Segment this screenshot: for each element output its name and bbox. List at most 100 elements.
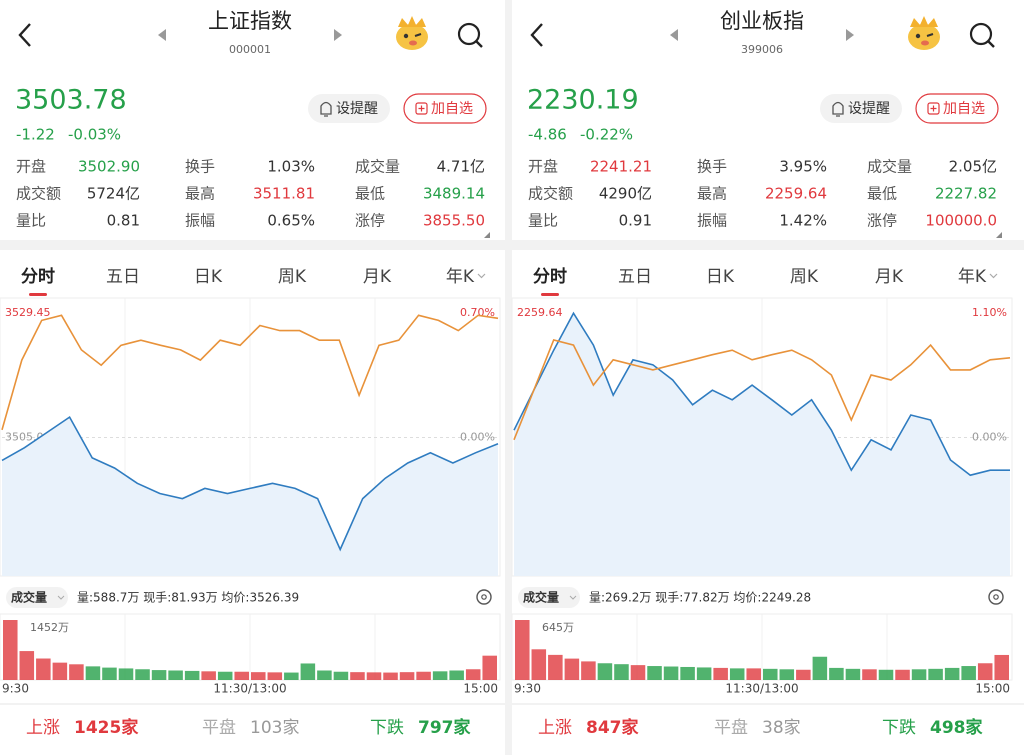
mascot-icon[interactable] <box>396 16 428 50</box>
chart-tab[interactable]: 分时 <box>21 267 55 287</box>
volume-bar <box>19 651 35 680</box>
price-change-pct: -0.22% <box>580 126 633 144</box>
volume-bar <box>284 672 299 680</box>
chart-tab[interactable]: 周K <box>790 267 819 287</box>
chart-tab[interactable]: 年K <box>446 267 475 287</box>
back-button[interactable] <box>530 23 543 47</box>
settings-icon[interactable] <box>988 589 1004 605</box>
settings-dot <box>481 594 487 600</box>
next-arrow[interactable] <box>846 29 854 41</box>
stat-label: 振幅 <box>185 212 215 230</box>
price-change-pct: -0.03% <box>68 126 121 144</box>
stat-label: 最低 <box>867 185 897 203</box>
volume-bar <box>3 620 18 680</box>
reminder-button[interactable] <box>308 94 390 123</box>
stat-label: 振幅 <box>697 212 727 230</box>
stat-value: 3489.14 <box>423 185 485 203</box>
breadth-value: 38家 <box>762 718 801 738</box>
chart-tab[interactable]: 年K <box>958 267 987 287</box>
volume-bar <box>251 672 266 680</box>
watchlist-button[interactable] <box>403 93 487 124</box>
volume-bar <box>184 670 200 680</box>
mascot-crown <box>910 16 938 27</box>
volume-bar <box>796 669 811 680</box>
chart-tab[interactable]: 分时 <box>533 267 567 287</box>
stat-label: 涨停 <box>867 212 897 230</box>
volume-info: 量:588.7万 现手:81.93万 均价:3526.39 <box>77 591 299 605</box>
volume-bar <box>977 663 993 680</box>
breadth-label: 平盘 <box>714 718 748 738</box>
stat-value: 1.42% <box>779 212 827 230</box>
stat-value: 0.91 <box>619 212 652 230</box>
volume-bar <box>994 654 1009 680</box>
mascot-icon[interactable] <box>908 16 940 50</box>
stat-value: 0.81 <box>107 212 140 230</box>
watchlist-button[interactable] <box>915 93 999 124</box>
volume-bar <box>333 671 349 680</box>
chart-tab[interactable]: 日K <box>194 267 223 287</box>
reminder-label: 设提醒 <box>336 101 378 117</box>
volume-bar <box>829 667 844 680</box>
breadth-label: 下跌 <box>370 718 404 738</box>
chart-tab[interactable]: 月K <box>875 267 904 287</box>
stat-label: 涨停 <box>355 212 385 230</box>
back-button[interactable] <box>18 23 31 47</box>
volume-bar <box>729 668 745 680</box>
settings-icon[interactable] <box>476 589 492 605</box>
stat-label: 开盘 <box>528 158 558 176</box>
index-title: 创业板指 <box>720 9 804 33</box>
y2-tick-label: 1.10% <box>972 306 1007 319</box>
price-area <box>514 313 1010 576</box>
volume-bar <box>52 662 68 680</box>
volume-bar <box>118 668 134 680</box>
price-line <box>513 311 1010 477</box>
y-tick-label: 2259.64 <box>517 306 563 319</box>
expand-corner <box>996 232 1002 238</box>
volume-bar <box>663 666 679 680</box>
breadth-value: 1425家 <box>74 717 138 738</box>
mascot-eye <box>414 33 422 37</box>
chart-tab[interactable]: 日K <box>706 267 735 287</box>
search-icon[interactable] <box>457 22 481 46</box>
mascot-mouth <box>921 40 929 46</box>
mascot-face <box>396 24 428 50</box>
stat-label: 最低 <box>355 185 385 203</box>
prev-arrow[interactable] <box>670 29 678 41</box>
time-label: 9:30 <box>514 682 541 696</box>
chart-tab[interactable]: 周K <box>278 267 307 287</box>
stat-value: 3.95% <box>779 158 827 176</box>
prev-arrow[interactable] <box>158 29 166 41</box>
volume-bar <box>845 668 861 680</box>
stat-value: 2259.64 <box>765 185 827 203</box>
chart-tab[interactable]: 五日 <box>618 267 652 287</box>
mascot-crown <box>398 16 426 27</box>
volume-bar <box>614 664 629 680</box>
stat-label: 量比 <box>528 212 558 230</box>
volume-selector[interactable] <box>6 587 68 608</box>
plus-sign <box>418 105 425 112</box>
stat-value: 1.03% <box>267 158 315 176</box>
reminder-button[interactable] <box>820 94 902 123</box>
stat-value: 4290亿 <box>599 185 652 203</box>
volume-bar <box>168 670 183 680</box>
volume-bar <box>234 671 249 680</box>
mascot-face <box>908 24 940 50</box>
volume-bar <box>482 655 497 680</box>
section-divider <box>0 703 1024 705</box>
search-icon[interactable] <box>969 22 993 46</box>
time-label: 15:00 <box>463 682 498 696</box>
volume-selector[interactable] <box>518 587 580 608</box>
volume-bar <box>300 663 316 680</box>
chart-tab[interactable]: 月K <box>363 267 392 287</box>
stat-value: 3855.50 <box>423 212 485 230</box>
index-code: 000001 <box>229 43 271 56</box>
watchlist-label: 加自选 <box>431 101 473 117</box>
time-label: 9:30 <box>2 682 29 696</box>
chart-tab[interactable]: 五日 <box>106 267 140 287</box>
volume-bar <box>696 667 712 680</box>
volume-bar <box>862 669 877 680</box>
next-arrow[interactable] <box>334 29 342 41</box>
volume-bar <box>515 620 530 680</box>
